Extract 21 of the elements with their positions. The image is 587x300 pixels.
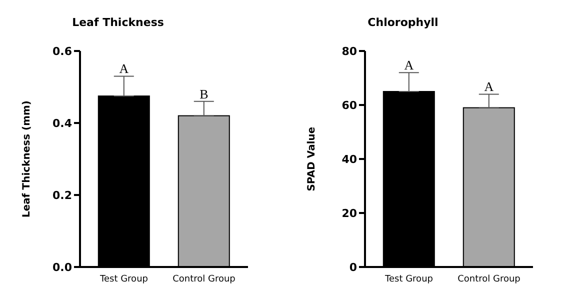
y-axis-title: Leaf Thickness (mm)	[22, 100, 33, 218]
y-tick-label: 0.6	[52, 44, 72, 58]
y-tick-label: 20	[342, 206, 358, 220]
x-tick-label: Control Group	[172, 274, 236, 284]
y-axis-title: SPAD Value	[306, 126, 318, 192]
annotation: A	[484, 79, 494, 94]
y-tick-label: 0	[349, 260, 358, 274]
annotation: A	[404, 58, 414, 73]
y-tick-label: 0.0	[52, 260, 72, 274]
y-tick-label: 40	[342, 152, 358, 166]
chart-title: Leaf Thickness	[71, 16, 165, 29]
chart-title: Chlorophyll	[366, 16, 440, 29]
annotation: B	[200, 86, 209, 102]
y-tick-label: 80	[342, 44, 358, 58]
y-tick-label: 0.4	[52, 116, 72, 130]
y-tick-label: 60	[342, 98, 358, 112]
x-tick-label: Test Group	[99, 274, 148, 284]
x-tick-label: Test Group	[384, 274, 434, 284]
x-tick-label: Control Group	[458, 274, 521, 284]
y-tick-label: 0.2	[52, 188, 72, 202]
annotation: A	[119, 61, 130, 76]
